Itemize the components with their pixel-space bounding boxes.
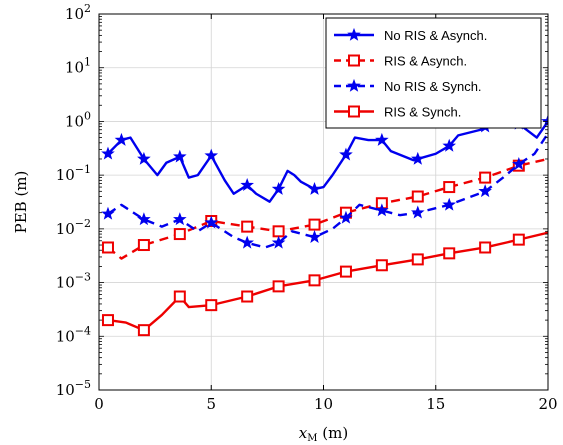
- x-tick-label: 5: [206, 395, 216, 413]
- star-marker: [478, 184, 492, 198]
- x-tick-label: 20: [538, 395, 557, 413]
- star-marker: [137, 212, 151, 226]
- square-marker: [241, 290, 254, 303]
- x-axis-label: xM (m): [299, 424, 348, 444]
- y-tick-label: 10−4: [56, 324, 91, 345]
- square-marker: [411, 190, 424, 203]
- star-marker: [173, 149, 187, 163]
- square-marker: [101, 241, 114, 254]
- square-marker: [443, 181, 456, 194]
- x-tick-label: 0: [94, 395, 104, 413]
- square-marker: [173, 290, 186, 303]
- star-marker: [114, 132, 129, 146]
- series-group: [101, 112, 548, 337]
- legend-label: RIS & Synch.: [384, 105, 461, 120]
- star-marker: [271, 235, 286, 249]
- star-marker: [240, 235, 254, 249]
- square-marker: [375, 259, 388, 272]
- square-marker: [443, 247, 456, 260]
- legend-label: No RIS & Asynch.: [384, 28, 487, 43]
- star-marker: [339, 147, 353, 161]
- square-marker: [241, 220, 254, 233]
- legend-item: No RIS & Asynch.: [334, 27, 487, 43]
- star-marker: [375, 132, 389, 146]
- star-marker: [410, 205, 425, 219]
- star-marker: [101, 206, 115, 220]
- square-marker: [348, 105, 360, 118]
- x-tick-labels: 0 5 10 15 20: [94, 395, 557, 413]
- star-marker: [307, 181, 322, 195]
- square-marker: [339, 265, 352, 278]
- y-tick-labels: 10−5 10−4 10−3 10−2 10−1 100 101 102: [56, 2, 91, 399]
- square-marker: [348, 54, 360, 67]
- star-marker: [101, 146, 115, 160]
- x-tick-label: 10: [314, 395, 333, 413]
- legend-item: No RIS & Synch.: [334, 78, 482, 94]
- square-marker: [205, 299, 218, 312]
- square-marker: [173, 228, 186, 241]
- square-marker: [137, 324, 150, 337]
- star-marker: [375, 203, 389, 217]
- star-marker: [173, 212, 187, 226]
- square-marker: [479, 241, 492, 254]
- star-marker: [410, 151, 425, 165]
- legend-label: RIS & Asynch.: [384, 54, 467, 69]
- square-marker: [479, 171, 492, 184]
- star-marker: [442, 138, 457, 152]
- star-marker: [271, 181, 286, 195]
- series-3: [101, 231, 548, 337]
- star-marker: [512, 157, 526, 170]
- y-tick-label: 10−1: [56, 163, 91, 184]
- legend-box: [325, 17, 542, 129]
- y-tick-label: 10−2: [56, 217, 91, 238]
- star-marker: [204, 148, 219, 162]
- y-tick-label: 10−5: [56, 378, 91, 399]
- star-marker: [307, 230, 322, 243]
- legend-item: RIS & Synch.: [334, 105, 461, 120]
- y-tick-label: 102: [65, 2, 91, 23]
- tick-marks: [98, 14, 549, 391]
- square-marker: [137, 239, 150, 252]
- star-marker: [137, 151, 151, 165]
- star-marker: [347, 27, 361, 41]
- y-axis-label: PEB (m): [12, 171, 30, 234]
- series-2: [101, 132, 548, 249]
- square-marker: [411, 253, 424, 266]
- square-marker: [272, 225, 285, 238]
- square-marker: [512, 233, 525, 246]
- legend-item: RIS & Asynch.: [334, 54, 467, 69]
- square-marker: [308, 218, 321, 231]
- legend-label: No RIS & Synch.: [384, 79, 482, 94]
- star-marker: [204, 215, 219, 229]
- star-marker: [240, 178, 254, 191]
- y-tick-label: 100: [65, 109, 91, 130]
- square-marker: [101, 314, 114, 327]
- y-tick-label: 10−3: [56, 271, 91, 292]
- square-marker: [308, 274, 321, 287]
- star-marker: [442, 197, 457, 211]
- square-marker: [272, 280, 285, 293]
- legend: No RIS & Asynch. RIS & Asynch. No RIS & Sy…: [325, 17, 542, 129]
- series-layer: [101, 112, 548, 337]
- star-marker: [339, 210, 353, 224]
- star-marker: [347, 78, 361, 92]
- x-tick-label: 15: [426, 395, 445, 413]
- y-tick-label: 101: [65, 56, 91, 77]
